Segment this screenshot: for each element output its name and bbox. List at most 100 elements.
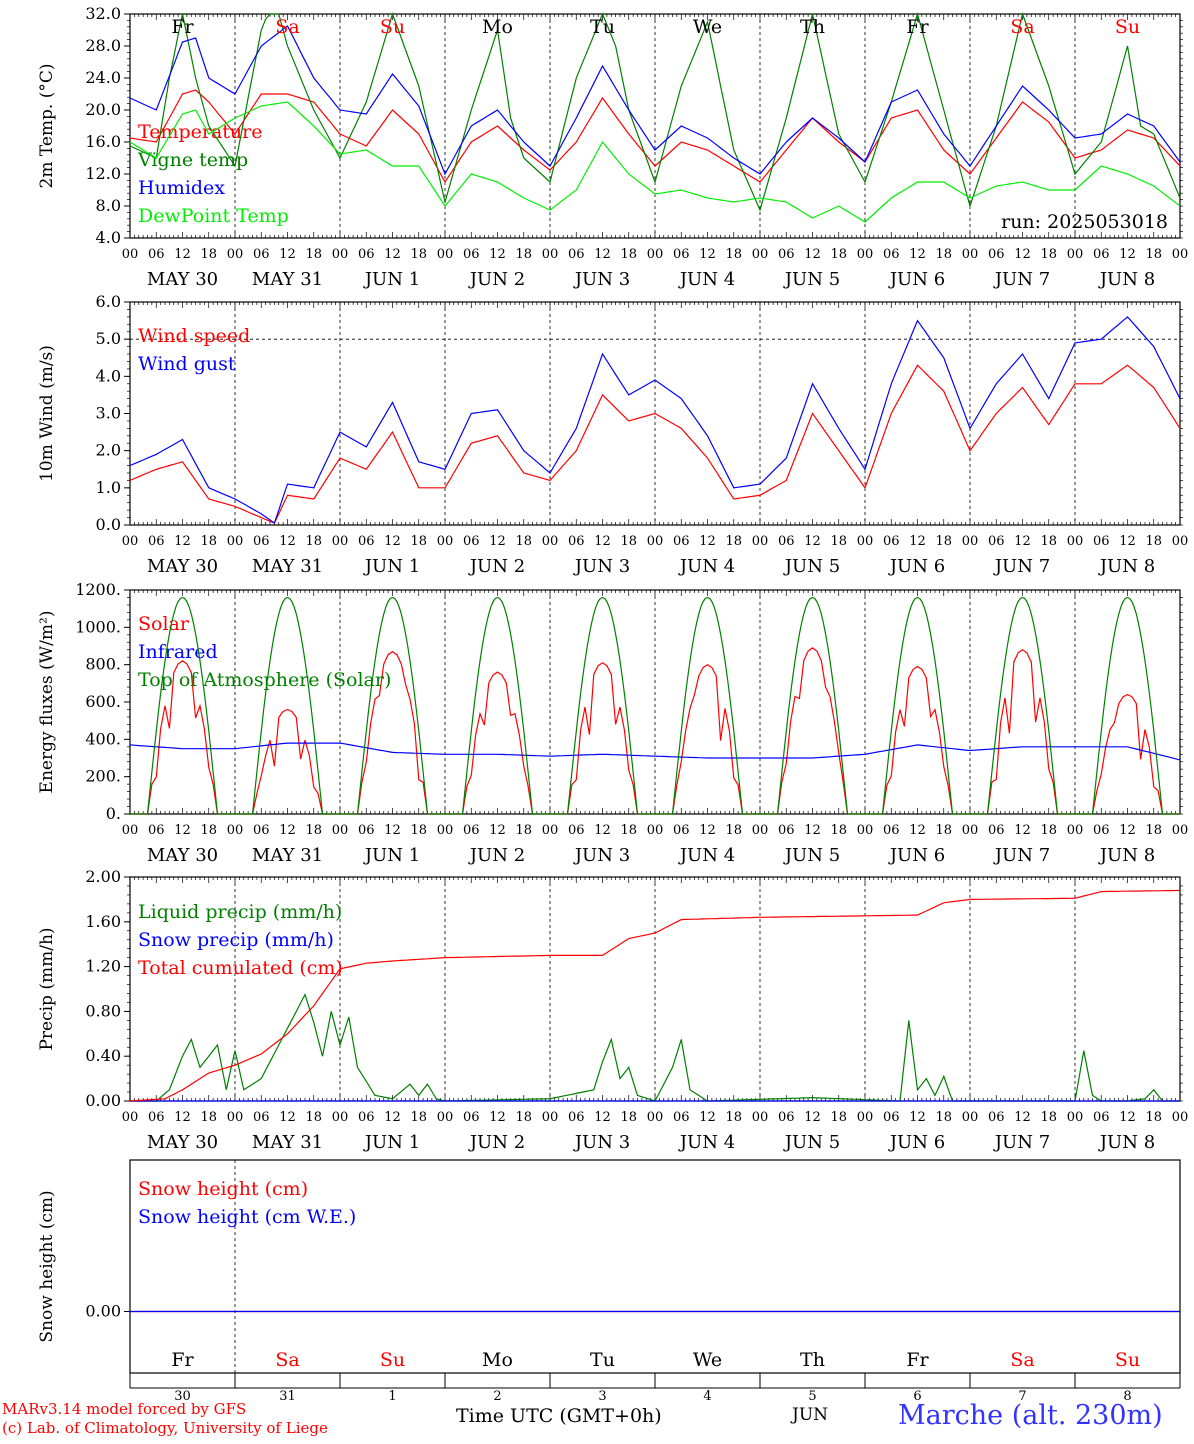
legend-series-wind-gust: Wind gust <box>138 353 236 375</box>
hour-tick-label: 18 <box>200 534 217 549</box>
panel-3: 0. 200. 400. 600. 800. 1000. 1200. 00 06 12 18 00 06… <box>37 580 1188 866</box>
hour-tick-label: 06 <box>463 534 480 549</box>
y-tick-label: 1.60 <box>85 912 121 931</box>
hour-tick-label: 12 <box>1119 247 1136 262</box>
y-tick-label: 600. <box>85 692 121 711</box>
hour-tick-label: 18 <box>725 1110 742 1125</box>
series-temperature <box>129 89 1181 184</box>
hour-tick-label: 00 <box>332 534 349 549</box>
date-label: JUN 6 <box>888 845 945 866</box>
location-title: Marche (alt. 230m) <box>898 1400 1163 1431</box>
date-label: JUN 3 <box>573 556 630 577</box>
hour-tick-label: 18 <box>200 247 217 262</box>
hour-tick-label: 06 <box>253 823 270 838</box>
hour-tick-label: 18 <box>410 1110 427 1125</box>
y-tick-label: 6.0 <box>96 292 121 311</box>
hour-tick-label: 00 <box>542 1110 559 1125</box>
hour-tick-label: 18 <box>620 534 637 549</box>
hour-tick-label: 00 <box>647 1110 664 1125</box>
y-tick-label: 1.0 <box>96 478 121 497</box>
credit-line-1: MARv3.14 model forced by GFS <box>2 1400 247 1418</box>
y-axis-label: 2m Temp. (°C) <box>37 63 57 188</box>
hour-tick-label: 18 <box>515 1110 532 1125</box>
date-label: JUN 2 <box>468 1132 525 1153</box>
date-label: JUN 2 <box>468 556 525 577</box>
weekday-label-top: Su <box>1115 16 1140 38</box>
hour-tick-label: 00 <box>1172 534 1189 549</box>
hour-tick-label: 12 <box>384 247 401 262</box>
legend-series-wind-speed: Wind speed <box>138 325 250 347</box>
weekday-label-bottom: Tu <box>590 1349 615 1371</box>
y-tick-label: 24.0 <box>85 68 121 87</box>
hour-tick-label: 18 <box>1145 534 1162 549</box>
hour-tick-label: 00 <box>962 823 979 838</box>
hour-tick-label: 00 <box>542 823 559 838</box>
hour-tick-label: 06 <box>988 823 1005 838</box>
hour-tick-label: 18 <box>725 823 742 838</box>
date-label: JUN 1 <box>363 556 420 577</box>
hour-tick-label: 00 <box>1067 1110 1084 1125</box>
hour-tick-label: 12 <box>699 1110 716 1125</box>
y-tick-label: 1.20 <box>85 957 121 976</box>
weekday-label-bottom: We <box>693 1349 722 1371</box>
y-tick-label: 0. <box>106 804 121 823</box>
hour-tick-label: 06 <box>988 534 1005 549</box>
hour-tick-label: 06 <box>148 247 165 262</box>
hour-tick-label: 12 <box>1014 1110 1031 1125</box>
date-label: MAY 30 <box>147 1132 218 1153</box>
hour-tick-label: 06 <box>358 1110 375 1125</box>
day-number: 4 <box>703 1389 711 1404</box>
date-label: MAY 31 <box>252 269 323 290</box>
legend-series-snow-height-cm: Snow height (cm) <box>138 1178 308 1200</box>
xaxis-title: Time UTC (GMT+0h) <box>456 1405 662 1427</box>
hour-tick-label: 12 <box>594 1110 611 1125</box>
y-axis-label: Snow height (cm) <box>37 1190 57 1342</box>
hour-tick-label: 12 <box>489 534 506 549</box>
series-top-of-atmosphere-solar <box>130 596 1180 815</box>
hour-tick-label: 12 <box>909 1110 926 1125</box>
series-humidex <box>129 25 1181 176</box>
hour-tick-label: 00 <box>752 1110 769 1125</box>
hour-tick-label: 12 <box>909 534 926 549</box>
hour-tick-label: 12 <box>804 1110 821 1125</box>
hour-tick-label: 00 <box>437 534 454 549</box>
hour-tick-label: 06 <box>568 247 585 262</box>
legend-series-dewpoint-temp: DewPoint Temp <box>138 205 289 227</box>
weekday-label-top: Mo <box>482 16 513 38</box>
weekday-label-top: We <box>693 16 722 38</box>
panel-frame <box>129 589 1181 815</box>
run-label: run: 2025053018 <box>1001 211 1168 233</box>
hour-tick-label: 12 <box>594 534 611 549</box>
legend-series-top-of-atmosphere-solar: Top of Atmosphere (Solar) <box>138 669 391 691</box>
hour-tick-label: 12 <box>489 247 506 262</box>
hour-tick-label: 00 <box>857 823 874 838</box>
hour-tick-label: 00 <box>647 823 664 838</box>
date-label: MAY 30 <box>147 845 218 866</box>
hour-tick-label: 00 <box>437 1110 454 1125</box>
hour-tick-label: 18 <box>725 534 742 549</box>
date-label: JUN 5 <box>783 556 840 577</box>
weekday-label-bottom: Fr <box>171 1349 194 1371</box>
hour-tick-label: 00 <box>962 1110 979 1125</box>
hour-tick-label: 06 <box>463 823 480 838</box>
hour-tick-label: 00 <box>647 534 664 549</box>
hour-tick-label: 12 <box>384 1110 401 1125</box>
panel-5: 0.00 Snow height (cm) Snow height (cm) Snow… <box>37 1159 1181 1374</box>
hour-tick-label: 18 <box>1040 1110 1057 1125</box>
weekday-label-top: Fr <box>171 16 194 38</box>
hour-tick-label: 12 <box>1014 247 1031 262</box>
y-tick-label: 3.0 <box>96 404 121 423</box>
y-axis-label: 10m Wind (m/s) <box>37 345 57 482</box>
hour-tick-label: 12 <box>699 823 716 838</box>
date-label: JUN 3 <box>573 1132 630 1153</box>
legend-series-temperature: Temperature <box>138 121 262 143</box>
hour-tick-label: 12 <box>804 534 821 549</box>
hour-tick-label: 00 <box>752 247 769 262</box>
hour-tick-label: 00 <box>437 247 454 262</box>
hour-tick-label: 18 <box>1040 534 1057 549</box>
hour-tick-label: 18 <box>1040 247 1057 262</box>
hour-tick-label: 06 <box>253 247 270 262</box>
y-axis-label: Precip (mm/h) <box>37 927 57 1050</box>
date-label: JUN 4 <box>678 556 735 577</box>
hour-tick-label: 06 <box>778 823 795 838</box>
